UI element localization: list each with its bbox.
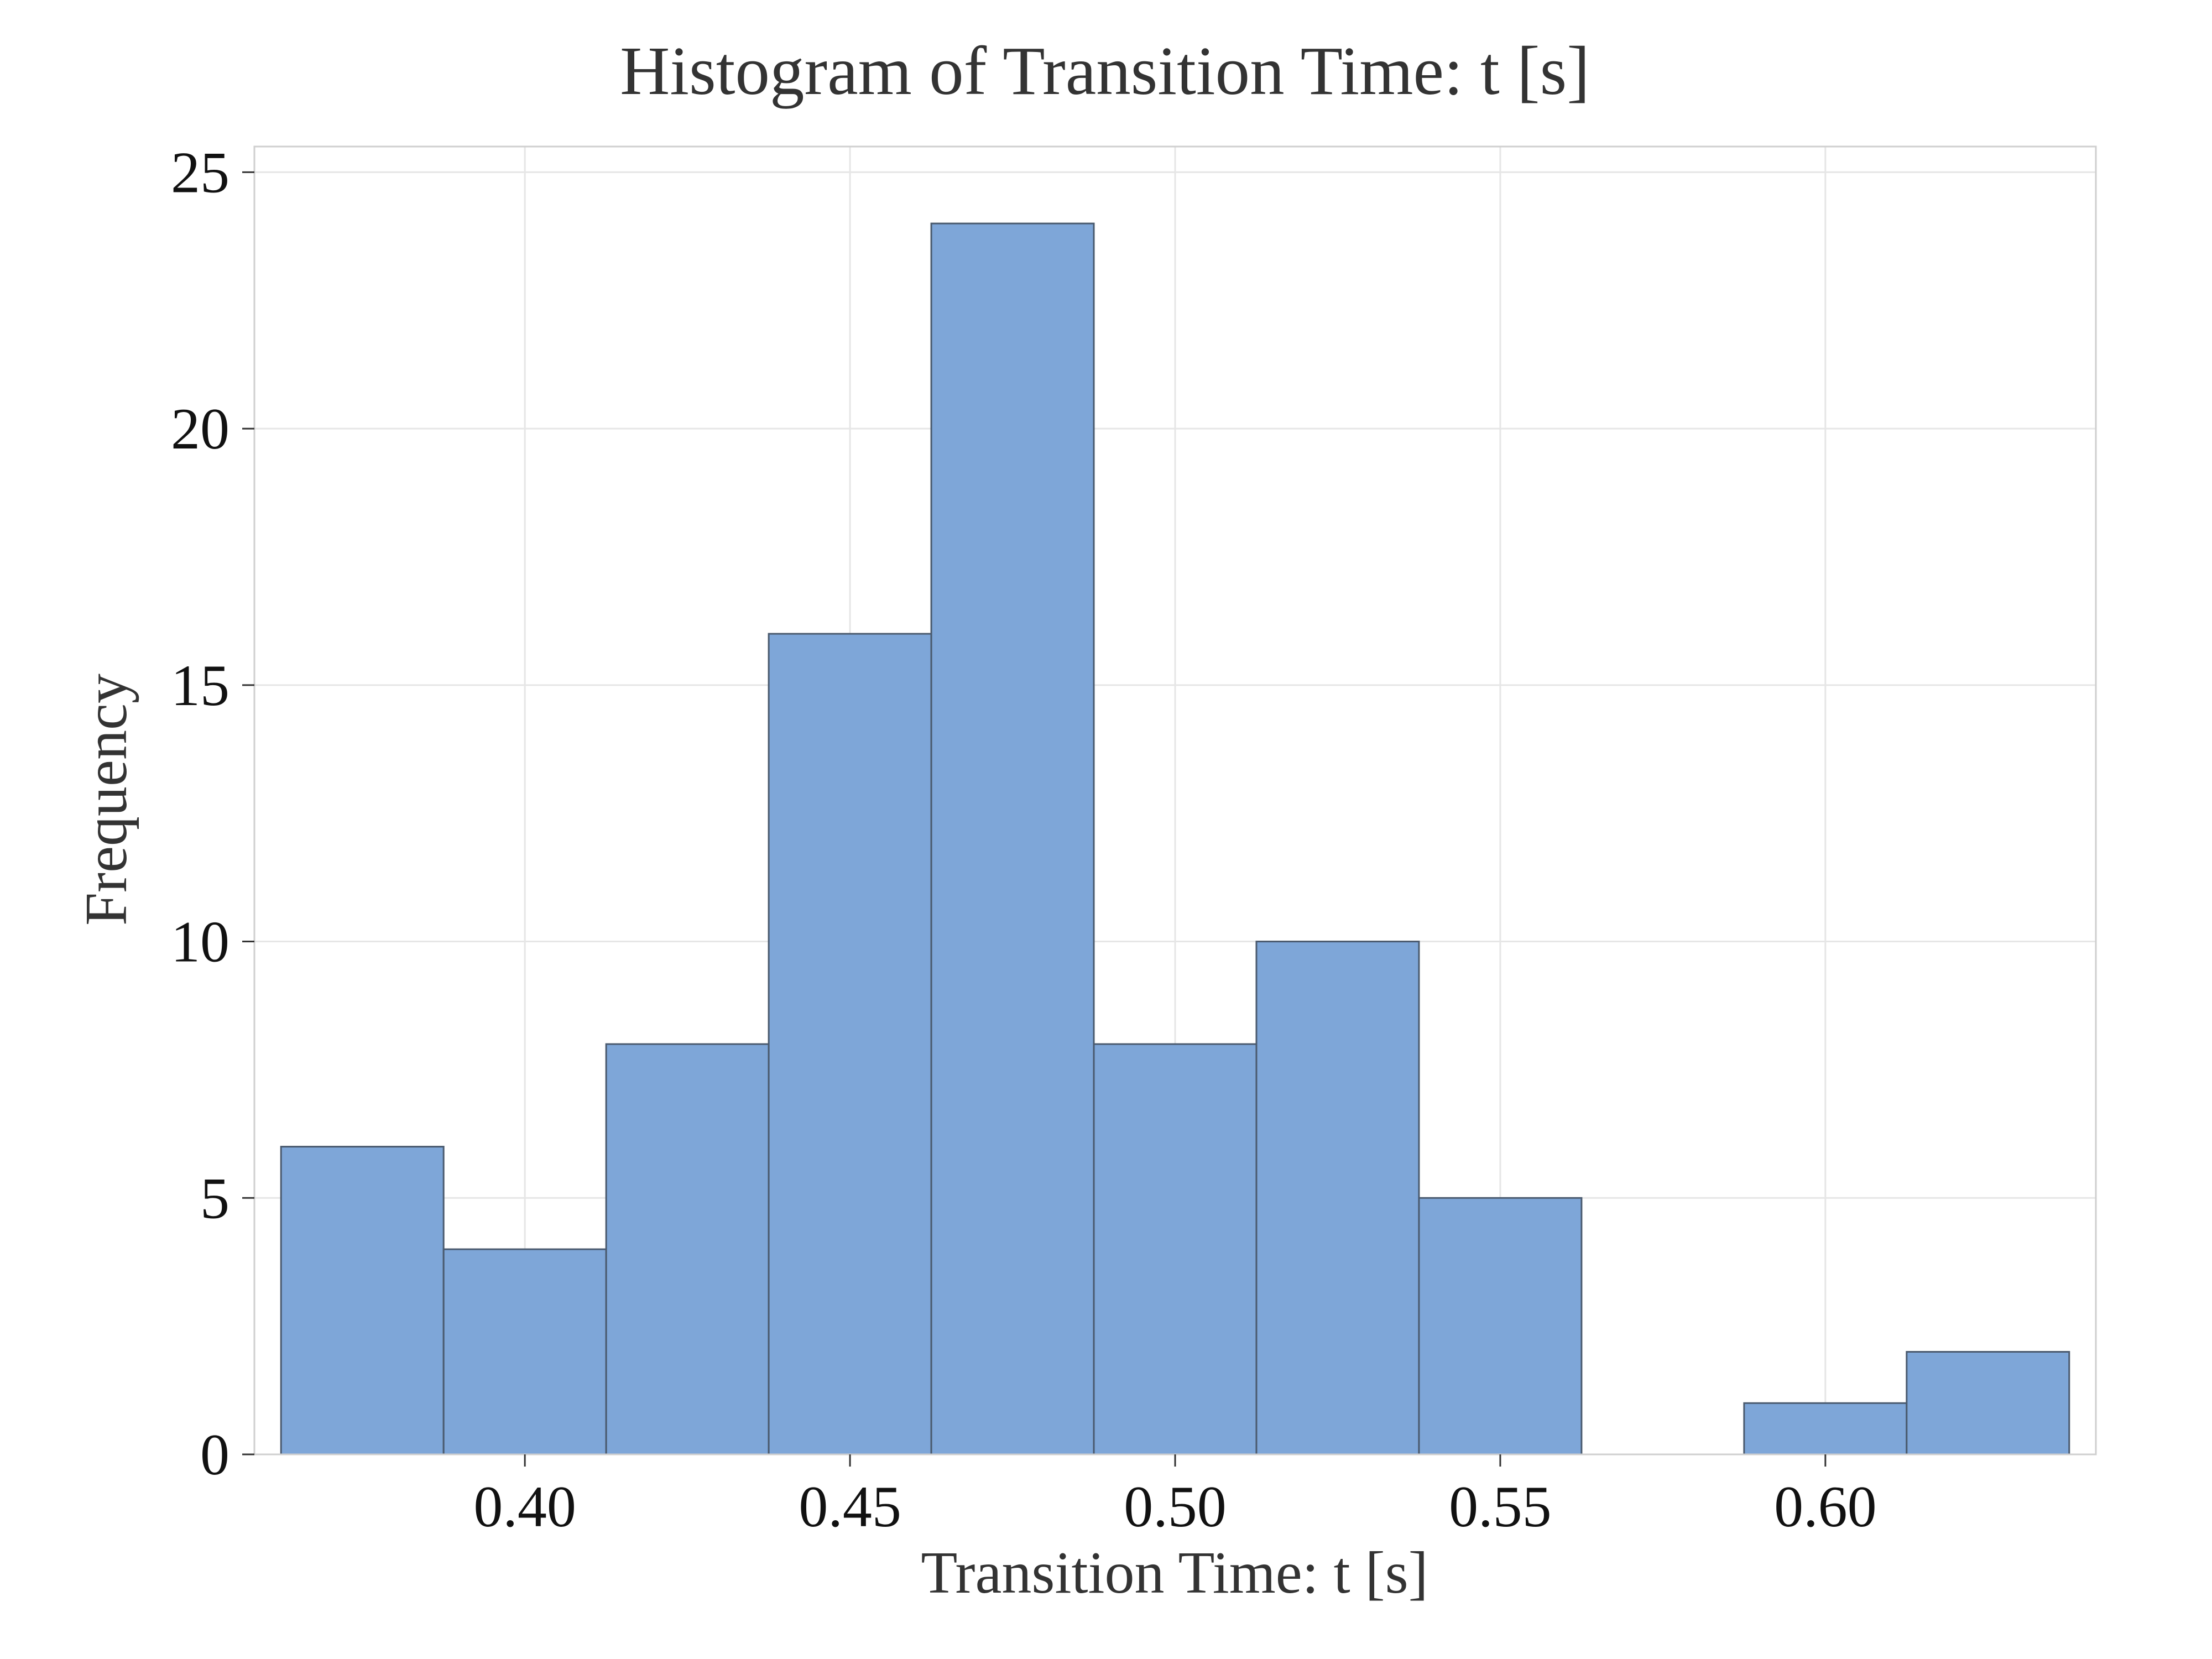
histogram-bar bbox=[1255, 941, 1420, 1455]
histogram-bar bbox=[442, 1248, 607, 1455]
y-tick-label: 5 bbox=[200, 1166, 229, 1230]
x-tick-label: 0.45 bbox=[799, 1474, 901, 1539]
x-axis-label: Transition Time: t [s] bbox=[921, 1540, 1428, 1606]
x-tick-label: 0.55 bbox=[1449, 1474, 1552, 1539]
x-tick-label: 0.60 bbox=[1774, 1474, 1877, 1539]
y-axis-ticks: 0 5 10 15 20 25 bbox=[171, 140, 254, 1487]
histogram-bar bbox=[280, 1146, 445, 1455]
histogram-bar bbox=[768, 633, 932, 1455]
y-tick-label: 10 bbox=[171, 910, 229, 974]
histogram-bar bbox=[1906, 1351, 2070, 1455]
histogram-bar bbox=[1093, 1043, 1258, 1455]
y-axis-label: Frequency bbox=[74, 674, 139, 926]
histogram-bars bbox=[280, 222, 2070, 1455]
y-tick-label: 0 bbox=[200, 1422, 229, 1487]
y-tick-label: 20 bbox=[171, 397, 229, 461]
histogram-bar bbox=[1418, 1197, 1583, 1455]
y-tick-label: 15 bbox=[171, 653, 229, 718]
y-tick-label: 25 bbox=[171, 140, 229, 205]
x-tick-label: 0.40 bbox=[473, 1474, 576, 1539]
x-tick-label: 0.50 bbox=[1124, 1474, 1227, 1539]
histogram-bar bbox=[930, 222, 1095, 1455]
chart-title: Histogram of Transition Time: t [s] bbox=[620, 33, 1590, 109]
histogram-bar bbox=[605, 1043, 770, 1455]
x-axis-ticks: 0.40 0.45 0.50 0.55 0.60 bbox=[473, 1454, 1877, 1539]
histogram-bar bbox=[1743, 1402, 1908, 1455]
